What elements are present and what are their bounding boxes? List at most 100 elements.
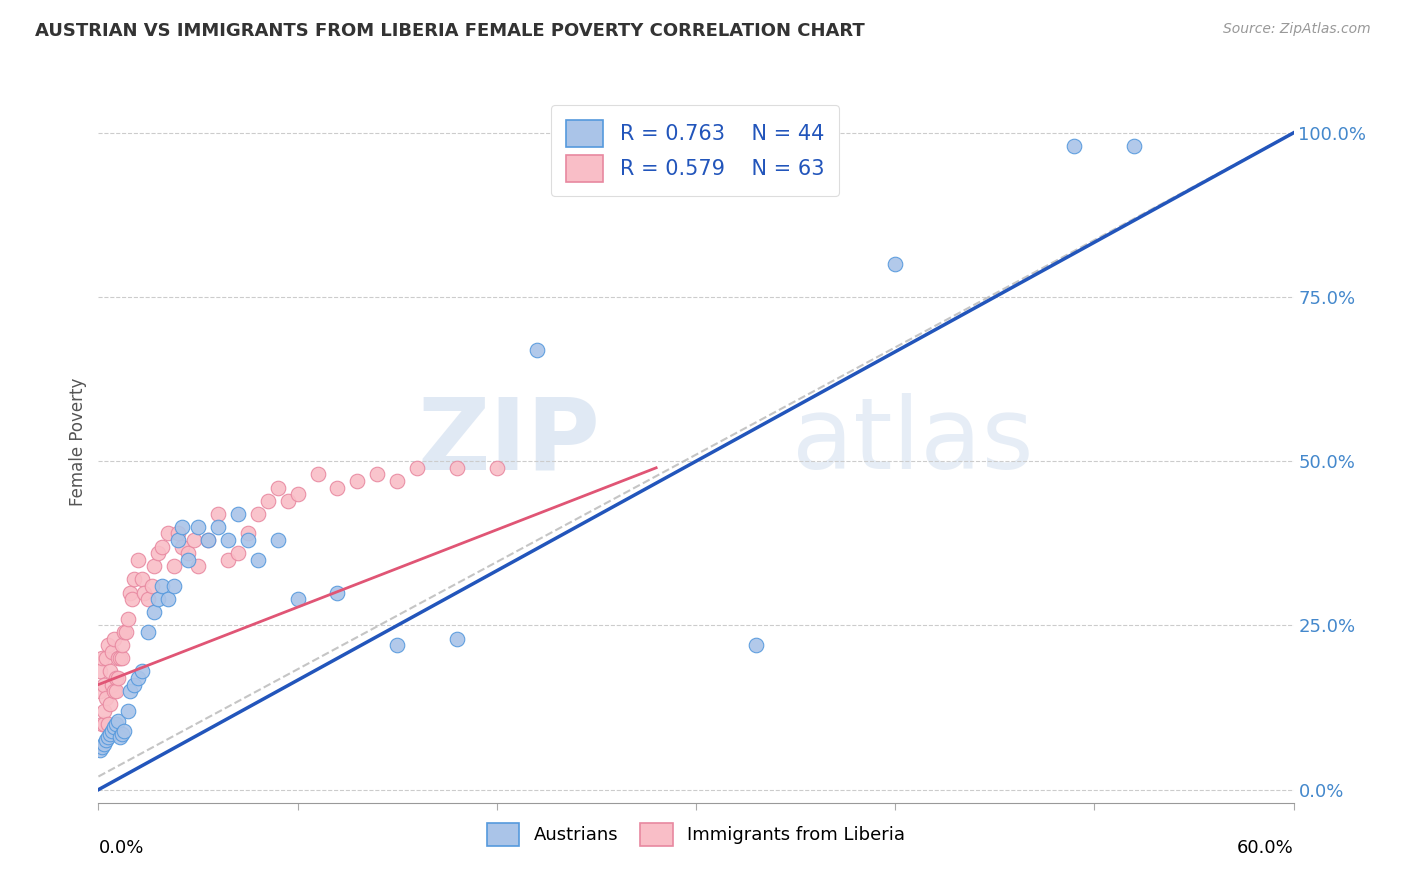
- Point: [187, 559, 209, 574]
- Point: [112, 625, 135, 640]
- Point: [217, 553, 239, 567]
- Point: [111, 727, 134, 741]
- Point: [93, 677, 115, 691]
- Point: [197, 533, 219, 547]
- Point: [101, 677, 124, 691]
- Point: [98, 665, 122, 679]
- Point: [110, 730, 132, 744]
- Point: [246, 507, 269, 521]
- Point: [745, 638, 768, 652]
- Point: [136, 625, 159, 640]
- Point: [366, 467, 388, 482]
- Point: [157, 526, 180, 541]
- Point: [136, 592, 159, 607]
- Point: [148, 546, 170, 560]
- Point: [163, 579, 186, 593]
- Point: [89, 743, 111, 757]
- Point: [326, 585, 349, 599]
- Point: [127, 671, 149, 685]
- Point: [236, 533, 259, 547]
- Point: [267, 481, 290, 495]
- Point: [187, 520, 209, 534]
- Point: [89, 665, 111, 679]
- Point: [117, 612, 139, 626]
- Point: [105, 684, 128, 698]
- Point: [143, 605, 166, 619]
- Point: [107, 714, 129, 728]
- Text: Source: ZipAtlas.com: Source: ZipAtlas.com: [1223, 22, 1371, 37]
- Point: [226, 546, 249, 560]
- Text: 0.0%: 0.0%: [98, 838, 143, 857]
- Point: [197, 533, 219, 547]
- Point: [183, 533, 205, 547]
- Point: [287, 487, 309, 501]
- Point: [277, 493, 299, 508]
- Point: [101, 723, 124, 738]
- Point: [346, 474, 368, 488]
- Point: [117, 704, 139, 718]
- Point: [96, 733, 118, 747]
- Point: [121, 592, 143, 607]
- Point: [110, 651, 132, 665]
- Point: [93, 704, 115, 718]
- Point: [150, 540, 173, 554]
- Point: [103, 720, 125, 734]
- Text: 60.0%: 60.0%: [1237, 838, 1294, 857]
- Point: [134, 585, 156, 599]
- Legend: Austrians, Immigrants from Liberia: Austrians, Immigrants from Liberia: [478, 814, 914, 855]
- Point: [93, 737, 115, 751]
- Point: [131, 573, 153, 587]
- Text: AUSTRIAN VS IMMIGRANTS FROM LIBERIA FEMALE POVERTY CORRELATION CHART: AUSTRIAN VS IMMIGRANTS FROM LIBERIA FEMA…: [35, 22, 865, 40]
- Point: [148, 592, 170, 607]
- Point: [267, 533, 290, 547]
- Point: [103, 684, 125, 698]
- Point: [112, 723, 135, 738]
- Point: [98, 727, 122, 741]
- Point: [89, 684, 111, 698]
- Point: [446, 632, 468, 646]
- Point: [172, 520, 194, 534]
- Point: [111, 638, 134, 652]
- Y-axis label: Female Poverty: Female Poverty: [69, 377, 87, 506]
- Point: [385, 474, 409, 488]
- Point: [107, 671, 129, 685]
- Point: [526, 343, 548, 357]
- Point: [163, 559, 186, 574]
- Point: [91, 717, 114, 731]
- Point: [385, 638, 409, 652]
- Point: [236, 526, 259, 541]
- Point: [177, 546, 200, 560]
- Point: [150, 579, 173, 593]
- Point: [406, 460, 429, 475]
- Point: [217, 533, 239, 547]
- Point: [101, 645, 124, 659]
- Point: [105, 671, 128, 685]
- Point: [256, 493, 278, 508]
- Point: [107, 651, 129, 665]
- Point: [884, 257, 907, 271]
- Point: [167, 533, 190, 547]
- Point: [226, 507, 249, 521]
- Point: [143, 559, 166, 574]
- Point: [105, 717, 128, 731]
- Point: [141, 579, 163, 593]
- Point: [207, 507, 229, 521]
- Point: [96, 651, 118, 665]
- Point: [103, 632, 125, 646]
- Point: [167, 526, 190, 541]
- Point: [115, 625, 138, 640]
- Point: [124, 573, 146, 587]
- Point: [120, 585, 142, 599]
- Point: [246, 553, 269, 567]
- Point: [207, 520, 229, 534]
- Point: [287, 592, 309, 607]
- Point: [97, 730, 120, 744]
- Point: [97, 717, 120, 731]
- Point: [485, 460, 508, 475]
- Point: [131, 665, 153, 679]
- Point: [111, 651, 134, 665]
- Point: [127, 553, 149, 567]
- Point: [97, 638, 120, 652]
- Point: [124, 677, 146, 691]
- Point: [157, 592, 180, 607]
